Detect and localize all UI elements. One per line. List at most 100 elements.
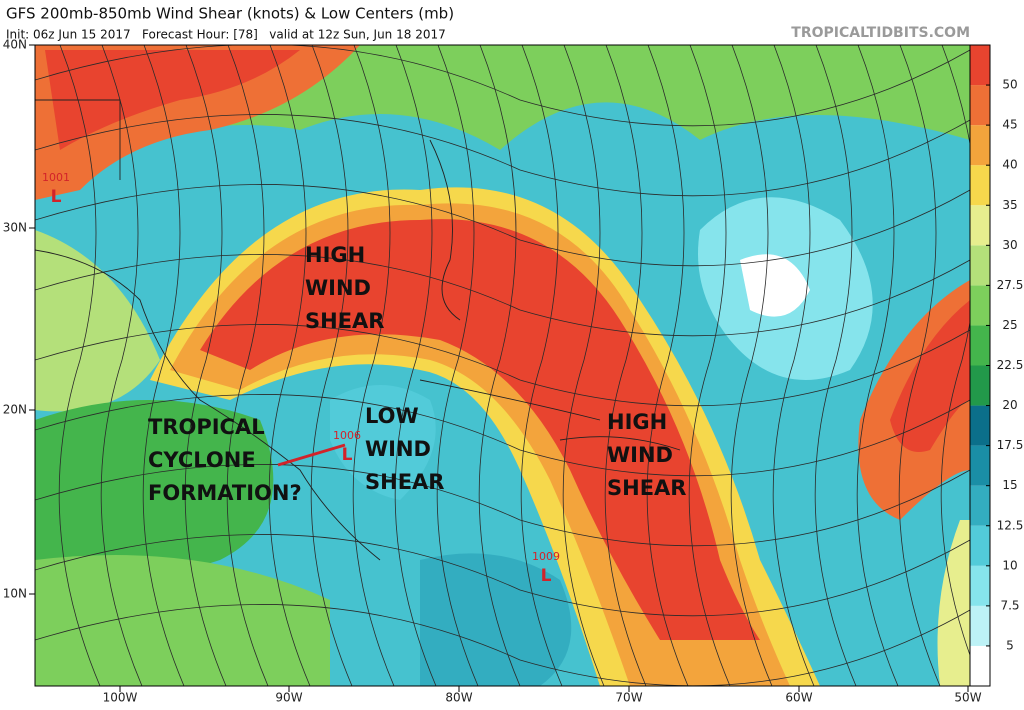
low-pressure: 1009: [532, 550, 560, 563]
colorbar-label: 15: [1002, 478, 1017, 492]
streamline: [35, 45, 970, 127]
colorbar-label: 22.5: [997, 358, 1024, 372]
streamline: [35, 394, 970, 477]
annotation: WIND: [365, 437, 431, 461]
colorbar-label: 17.5: [997, 438, 1024, 452]
low-symbol: L: [51, 187, 62, 207]
colorbar-swatch: [970, 245, 990, 286]
streamline: [35, 534, 970, 617]
map-frame: [34, 44, 971, 687]
source: TROPICALTIDBITS.COM: [791, 25, 970, 41]
streamline: [100, 45, 143, 686]
annotation: FORMATION?: [148, 481, 302, 505]
streamline: [562, 45, 605, 686]
annotation: SHEAR: [365, 470, 444, 494]
streamline: [35, 604, 970, 686]
streamline: [226, 45, 269, 686]
subtitle: Init: 06z Jun 15 2017 Forecast Hour: [78…: [6, 28, 446, 42]
colorbar-label: 25: [1002, 318, 1017, 332]
colorbar-swatch: [970, 125, 990, 166]
colorbar-swatch: [970, 525, 990, 566]
low-symbol: L: [541, 566, 552, 586]
map: [35, 45, 970, 686]
streamline: [35, 324, 970, 407]
colorbar-swatch: [970, 325, 990, 366]
annotation: SHEAR: [607, 476, 686, 500]
pointer-line: [277, 443, 346, 467]
low-symbol: L: [342, 445, 353, 465]
annotation: HIGH: [305, 243, 365, 267]
streamline: [856, 45, 899, 686]
annotation: LOW: [365, 404, 419, 428]
annotations: HIGH WIND SHEAR LOW WIND SHEAR HIGH WIND SHEAR TR…: [148, 243, 686, 505]
colorbar-label: 27.5: [997, 278, 1024, 292]
streamline: [772, 45, 815, 686]
annotation: SHEAR: [305, 309, 384, 333]
title: GFS 200mb-850mb Wind Shear (knots) & Low…: [6, 5, 454, 23]
colorbar-swatch: [970, 285, 990, 326]
streamline: [898, 45, 941, 686]
lon-label: 90W: [275, 691, 302, 705]
lon-label: 100W: [103, 691, 138, 705]
low-pressure: 1006: [333, 429, 361, 442]
colorbar-swatch: [970, 485, 990, 526]
colorbar-swatch: [970, 645, 990, 686]
colorbar-swatch: [970, 565, 990, 606]
streamline: [35, 464, 970, 547]
annotation: HIGH: [607, 410, 667, 434]
streamline: [352, 45, 395, 686]
colorbar-label: 7.5: [1000, 598, 1019, 612]
streamline: [310, 45, 353, 686]
colorbar-swatch: [970, 605, 990, 646]
streamline: [436, 45, 479, 686]
streamline: [520, 45, 563, 686]
streamline: [35, 184, 970, 267]
streamline: [268, 45, 311, 686]
colorbar-swatch: [970, 45, 990, 86]
streamline: [58, 45, 101, 686]
lat-label: 30N: [3, 221, 27, 235]
lon-label: 80W: [445, 691, 472, 705]
lat-label: 10N: [3, 587, 27, 601]
colorbar-label: 5: [1006, 638, 1014, 652]
colorbar-swatch: [970, 205, 990, 246]
lon-label: 70W: [615, 691, 642, 705]
streamline: [604, 45, 647, 686]
colorbar-swatch: [970, 85, 990, 126]
colorbar-label: 45: [1002, 118, 1017, 132]
colorbar-label: 10: [1002, 558, 1017, 572]
annotation: WIND: [305, 276, 371, 300]
streamline: [184, 45, 227, 686]
colorbar-swatch: [970, 405, 990, 446]
annotation: CYCLONE: [148, 448, 256, 472]
low-centers: 1001 L 1006 L 1009 L: [42, 171, 560, 586]
streamline: [142, 45, 185, 686]
streamline: [394, 45, 437, 686]
colorbar-label: 40: [1002, 158, 1017, 172]
streamline: [688, 45, 731, 686]
colorbar-label: 20: [1002, 398, 1017, 412]
streamline: [478, 45, 521, 686]
colorbar-swatch: [970, 165, 990, 206]
low-pressure: 1001: [42, 171, 70, 184]
streamline: [730, 45, 773, 686]
lat-label: 40N: [3, 38, 27, 52]
colorbar-label: 35: [1002, 198, 1017, 212]
lon-label: 50W: [954, 691, 981, 705]
colorbar-swatch: [970, 365, 990, 406]
lon-label: 60W: [785, 691, 812, 705]
axes: 40N 30N 20N 10N 100W 90W 80W 70W 60W 50W: [3, 38, 982, 705]
streamline: [35, 114, 970, 197]
streamline: [646, 45, 689, 686]
streamline: [35, 254, 970, 337]
streamline: [814, 45, 857, 686]
lat-label: 20N: [3, 403, 27, 417]
annotation: WIND: [607, 443, 673, 467]
colorbar-swatch: [970, 445, 990, 486]
colorbar: 5 7.5 10 12.5 15 17.5 20 22.5 25 27.5 30 35 40 45 50: [969, 44, 1024, 687]
colorbar-label: 50: [1002, 78, 1017, 92]
colorbar-label: 12.5: [997, 518, 1024, 532]
colorbar-label: 30: [1002, 238, 1017, 252]
annotation: TROPICAL: [148, 415, 265, 439]
